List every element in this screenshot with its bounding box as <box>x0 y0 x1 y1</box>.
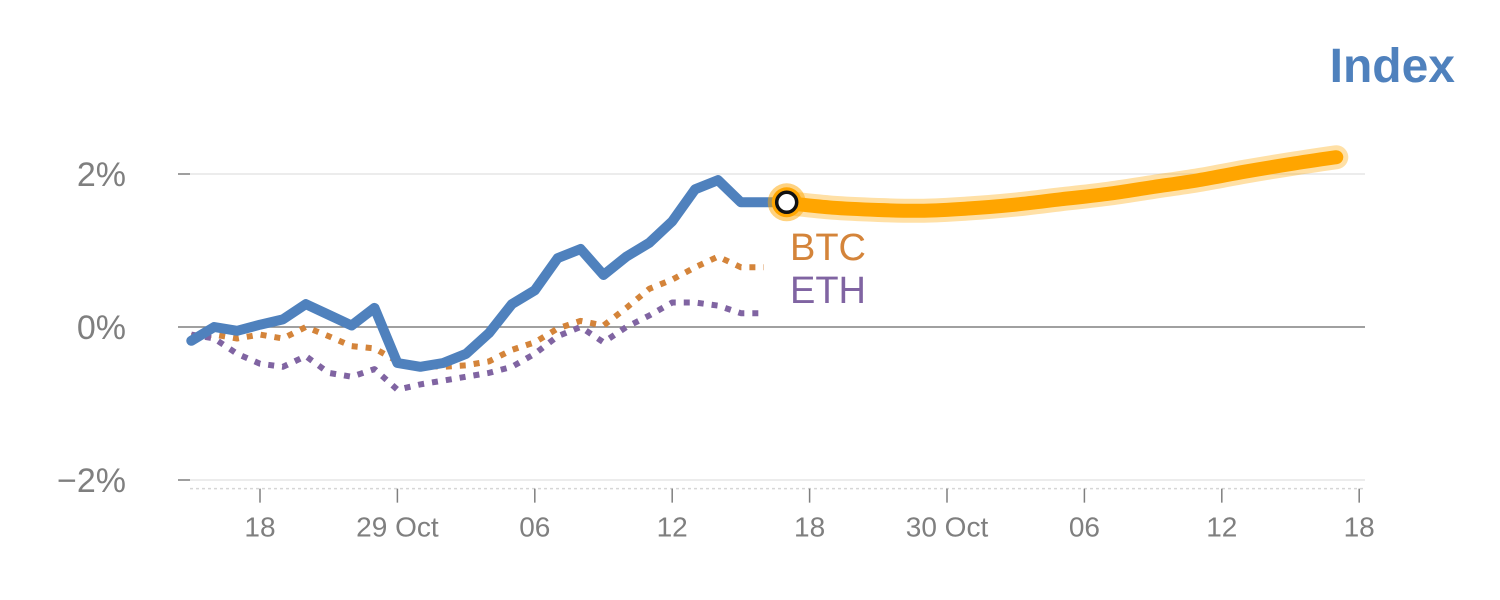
chart-title: Index <box>1330 40 1456 93</box>
series-label-btc: BTC <box>790 227 866 269</box>
current-point-marker <box>767 183 806 222</box>
y-tick-label-1: 0% <box>77 309 126 347</box>
forecast-line <box>779 150 1344 218</box>
x-tick-label-3: 12 <box>657 512 688 543</box>
x-tick-label-2: 06 <box>519 512 550 543</box>
grid-lines <box>190 173 1365 481</box>
x-tick-label-7: 12 <box>1206 512 1237 543</box>
x-tick-label-1: 29 Oct <box>356 512 439 543</box>
y-tick-label-0: 2% <box>77 156 126 194</box>
y-axis: 2% 0% −2% <box>57 156 190 500</box>
x-tick-label-4: 18 <box>794 512 825 543</box>
series-label-eth: ETH <box>790 270 866 312</box>
x-tick-label-0: 18 <box>244 512 275 543</box>
series-line-index <box>186 175 792 372</box>
series-line-btc <box>191 253 764 370</box>
x-axis: 18 29 Oct 06 12 18 30 Oct 06 12 18 <box>190 487 1375 543</box>
series-lines <box>186 145 1349 393</box>
x-tick-label-6: 06 <box>1069 512 1100 543</box>
series-line-eth <box>190 299 764 393</box>
marker-inner <box>774 190 799 215</box>
x-tick-label-5: 30 Oct <box>906 512 989 543</box>
x-tick-label-8: 18 <box>1344 512 1375 543</box>
y-tick-label-2: −2% <box>57 462 126 500</box>
